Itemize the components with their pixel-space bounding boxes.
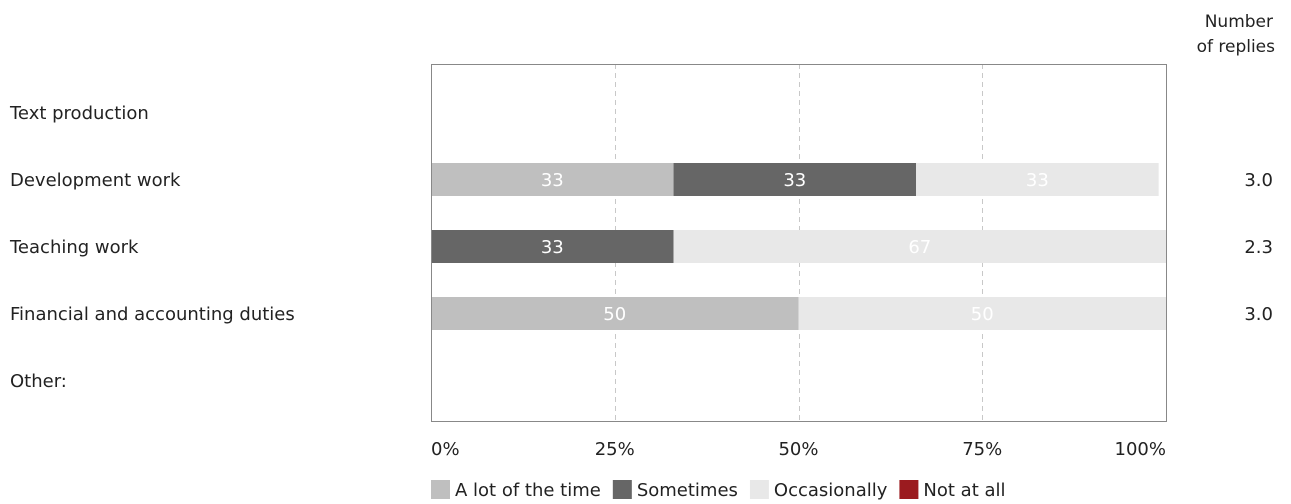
grid-lines bbox=[615, 64, 983, 421]
legend-item: A lot of the time bbox=[431, 480, 601, 501]
bar-segment bbox=[673, 230, 1166, 263]
bar-value-label: 33 bbox=[541, 170, 564, 191]
x-tick-label: 25% bbox=[595, 439, 635, 460]
category-label: Other: bbox=[10, 371, 67, 392]
x-tick-label: 50% bbox=[778, 439, 818, 460]
legend-swatch bbox=[612, 480, 632, 499]
bar-value-label: 33 bbox=[1026, 170, 1049, 191]
bar-segment bbox=[916, 163, 1159, 196]
bar-value-label: 33 bbox=[541, 237, 564, 258]
replies-value: 3.0 bbox=[1244, 304, 1273, 325]
legend-swatch bbox=[749, 480, 769, 499]
legend: A lot of the time Sometimes Occasionally No… bbox=[431, 480, 1006, 501]
legend-label: A lot of the time bbox=[455, 480, 601, 501]
replies-value: 2.3 bbox=[1244, 237, 1273, 258]
plot-area-frame bbox=[431, 64, 1167, 422]
x-tick-label: 100% bbox=[1115, 439, 1166, 460]
category-label: Text production bbox=[9, 103, 149, 124]
x-tick-label: 0% bbox=[431, 439, 460, 460]
replies-column: Number of replies 3.0 2.3 3.0 bbox=[1197, 12, 1276, 325]
bar-segment bbox=[431, 230, 674, 263]
x-axis-tick-labels: 0% 25% 50% 75% 100% bbox=[431, 439, 1166, 460]
category-label: Development work bbox=[10, 170, 181, 191]
legend-item: Occasionally bbox=[749, 480, 888, 501]
legend-label: Occasionally bbox=[774, 480, 888, 501]
bar-value-label: 50 bbox=[971, 304, 994, 325]
legend-item: Sometimes bbox=[612, 480, 738, 501]
replies-value: 3.0 bbox=[1244, 170, 1273, 191]
category-label: Financial and accounting duties bbox=[10, 304, 295, 325]
legend-item: Not at all bbox=[899, 480, 1006, 501]
bar-value-label: 67 bbox=[908, 237, 931, 258]
legend-label: Sometimes bbox=[637, 480, 738, 501]
replies-header-line-2: of replies bbox=[1197, 37, 1276, 57]
legend-swatch bbox=[431, 480, 450, 499]
legend-label: Not at all bbox=[923, 480, 1005, 501]
replies-header-line-1: Number bbox=[1205, 12, 1273, 32]
bar-segment bbox=[798, 297, 1166, 330]
bars: 33 33 33 33 67 50 50 bbox=[431, 163, 1166, 330]
legend-swatch bbox=[899, 480, 919, 499]
bar-value-label: 33 bbox=[783, 170, 806, 191]
x-tick-label: 75% bbox=[962, 439, 1002, 460]
bar-segment bbox=[431, 163, 674, 196]
bar-segment bbox=[431, 297, 799, 330]
category-labels: Text production Development work Teaching … bbox=[9, 103, 295, 392]
bar-value-label: 50 bbox=[603, 304, 626, 325]
category-label: Teaching work bbox=[9, 237, 139, 258]
bar-segment bbox=[673, 163, 917, 196]
